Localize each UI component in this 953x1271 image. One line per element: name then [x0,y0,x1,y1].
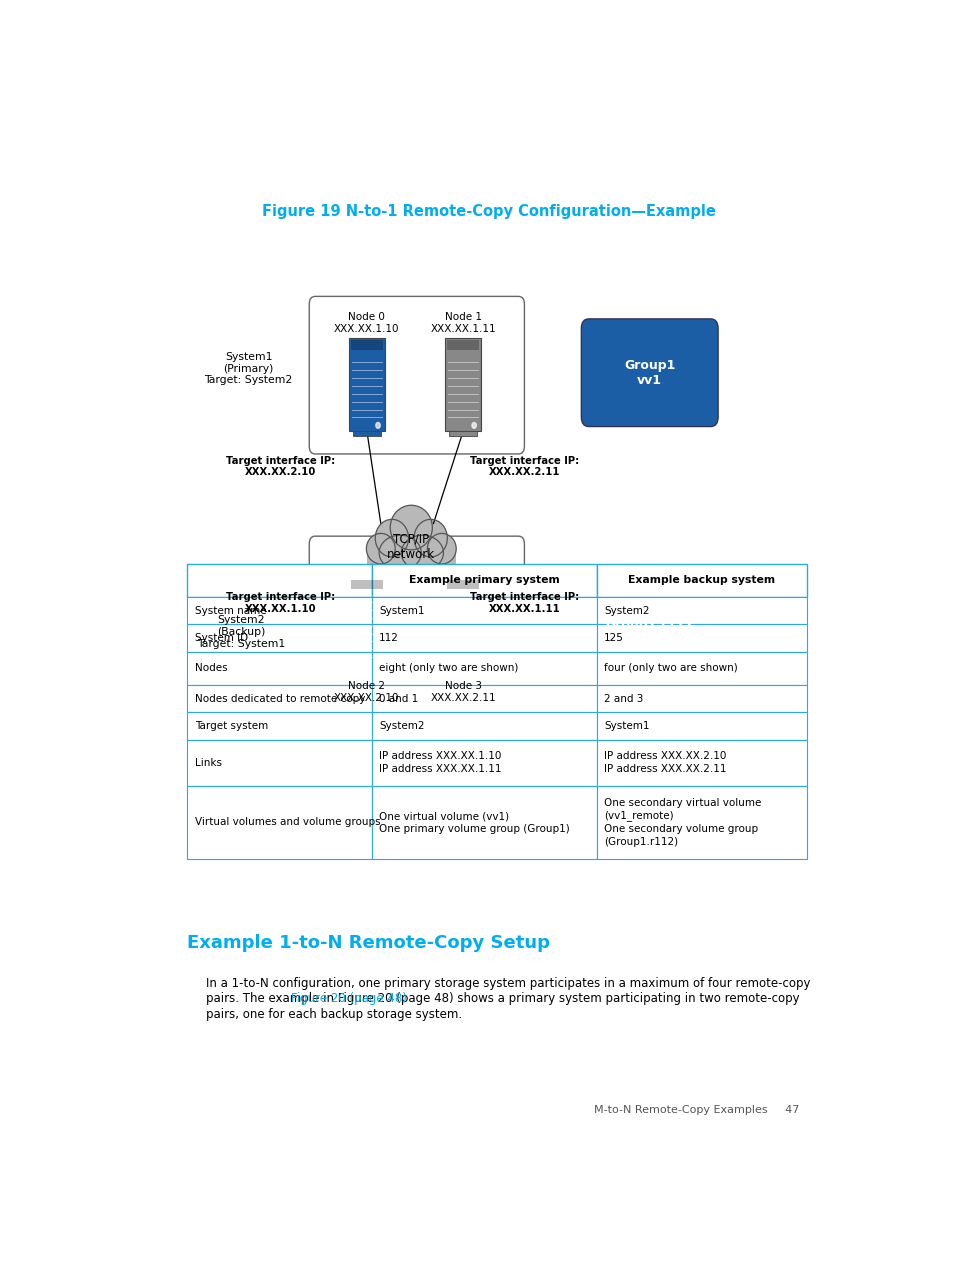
Text: One secondary virtual volume
(vv1_remote)
One secondary volume group
(Group1.r11: One secondary virtual volume (vv1_remote… [603,798,760,846]
Bar [349,338,384,431]
Bar [187,685,372,712]
Text: pairs, one for each backup storage system.: pairs, one for each backup storage syste… [206,1008,462,1021]
Text: Node 1
XXX.XX.1.11: Node 1 XXX.XX.1.11 [430,311,496,333]
Bar [597,652,806,685]
FancyBboxPatch shape [580,578,718,686]
Bar [187,563,372,597]
Text: Example backup system: Example backup system [628,576,775,585]
Ellipse shape [414,520,447,557]
Text: Group1.r112
vv1_remote: Group1.r112 vv1_remote [605,618,693,646]
FancyBboxPatch shape [580,319,718,427]
Text: Target system: Target system [194,721,268,731]
Bar [187,624,372,652]
Text: Node 3
XXX.XX.2.11: Node 3 XXX.XX.2.11 [430,681,496,703]
Circle shape [472,422,476,428]
Bar [445,338,480,431]
Text: M-to-N Remote-Copy Examples     47: M-to-N Remote-Copy Examples 47 [594,1104,799,1115]
Text: Example primary system: Example primary system [409,576,559,585]
Text: System2
(Backup)
Target: System1: System2 (Backup) Target: System1 [197,615,285,648]
Text: System2: System2 [379,721,424,731]
Circle shape [375,662,380,669]
Bar [372,624,597,652]
Text: TCP/IP
network: TCP/IP network [387,533,435,561]
Bar [351,580,383,590]
Bar [597,685,806,712]
Text: Figure 19 N-to-1 Remote-Copy Configuration—Example: Figure 19 N-to-1 Remote-Copy Configurati… [262,203,715,219]
Bar [353,431,380,436]
Circle shape [472,662,476,669]
Text: Target interface IP:
XXX.XX.2.10: Target interface IP: XXX.XX.2.10 [226,456,335,478]
Text: Example 1-to-N Remote-Copy Setup: Example 1-to-N Remote-Copy Setup [187,934,550,952]
Ellipse shape [401,535,443,571]
Bar [597,740,806,785]
Bar [446,580,478,590]
Text: System1
(Primary)
Target: System2: System1 (Primary) Target: System2 [204,352,293,385]
FancyBboxPatch shape [309,536,524,694]
Bar [372,785,597,859]
Text: IP address XXX.XX.2.10
IP address XXX.XX.2.11: IP address XXX.XX.2.10 IP address XXX.XX… [603,751,726,774]
Text: four (only two are shown): four (only two are shown) [603,663,738,674]
Bar [597,563,806,597]
Bar [449,431,476,436]
Bar [349,578,384,671]
Bar [372,563,597,597]
Ellipse shape [427,534,456,564]
Circle shape [375,422,380,428]
Text: Nodes: Nodes [194,663,227,674]
Text: One virtual volume (vv1)
One primary volume group (Group1): One virtual volume (vv1) One primary vol… [379,811,570,834]
Bar [446,341,478,350]
Text: System1: System1 [603,721,649,731]
Ellipse shape [375,520,408,557]
FancyBboxPatch shape [309,296,524,454]
Text: 0 and 1: 0 and 1 [379,694,418,704]
Bar [372,740,597,785]
Text: 112: 112 [379,633,398,643]
Text: System ID: System ID [194,633,248,643]
Text: 125: 125 [603,633,623,643]
Text: Figure 20 (page 48): Figure 20 (page 48) [291,993,407,1005]
Text: IP address XXX.XX.1.10
IP address XXX.XX.1.11: IP address XXX.XX.1.10 IP address XXX.XX… [379,751,501,774]
Text: System2: System2 [603,605,649,615]
Bar [353,671,380,676]
Text: pairs. The example in Figure 20 (page 48) shows a primary system participating i: pairs. The example in Figure 20 (page 48… [206,993,800,1005]
Text: eight (only two are shown): eight (only two are shown) [379,663,518,674]
Text: In a 1-to-N configuration, one primary storage system participates in a maximum : In a 1-to-N configuration, one primary s… [206,976,810,990]
Ellipse shape [366,534,395,564]
Text: Node 0
XXX.XX.1.10: Node 0 XXX.XX.1.10 [334,311,399,333]
Text: Target interface IP:
XXX.XX.2.11: Target interface IP: XXX.XX.2.11 [469,456,578,478]
Ellipse shape [390,506,432,550]
Bar [367,552,456,567]
Bar [187,785,372,859]
Text: System name: System name [194,605,266,615]
Bar [187,652,372,685]
Text: Links: Links [194,758,221,768]
Text: Target interface IP:
XXX.XX.1.11: Target interface IP: XXX.XX.1.11 [469,592,578,614]
Bar [597,712,806,740]
Bar [597,597,806,624]
Text: System1: System1 [379,605,424,615]
Text: Virtual volumes and volume groups: Virtual volumes and volume groups [194,817,380,827]
Text: Group1
vv1: Group1 vv1 [623,358,675,386]
Text: Node 2
XXX.XX.2.10: Node 2 XXX.XX.2.10 [334,681,399,703]
Bar [372,685,597,712]
Bar [187,712,372,740]
Bar [187,597,372,624]
Bar [372,597,597,624]
Bar [597,624,806,652]
Ellipse shape [378,535,421,571]
Bar [372,712,597,740]
Text: Target interface IP:
XXX.XX.1.10: Target interface IP: XXX.XX.1.10 [226,592,335,614]
Text: Nodes dedicated to remote copy: Nodes dedicated to remote copy [194,694,365,704]
Text: 2 and 3: 2 and 3 [603,694,643,704]
Bar [187,740,372,785]
Bar [597,785,806,859]
Bar [351,341,383,350]
Bar [372,652,597,685]
Bar [449,671,476,676]
Bar [445,578,480,671]
